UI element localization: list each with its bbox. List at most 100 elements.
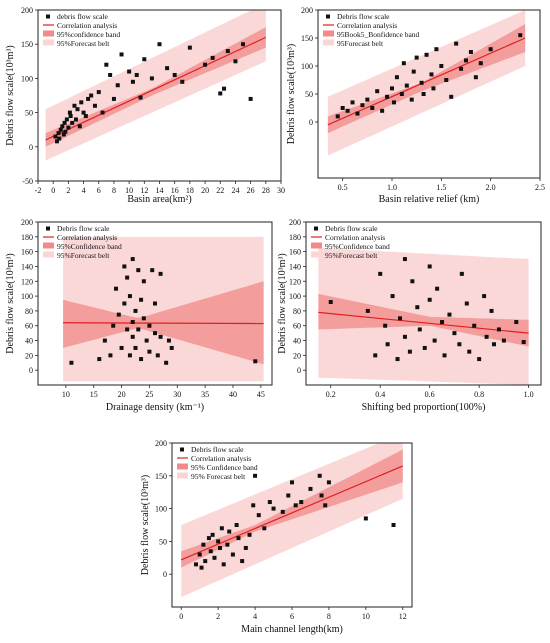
data-point [208, 549, 213, 554]
data-point [501, 338, 506, 343]
data-point [68, 114, 73, 119]
data-point [335, 114, 340, 119]
x-tick-label: 12 [399, 612, 407, 621]
data-point [234, 523, 239, 527]
data-point [89, 93, 94, 98]
data-point [180, 79, 185, 84]
data-point [139, 297, 144, 302]
y-tick-label: 160 [21, 248, 33, 257]
y-tick-label: 180 [289, 233, 301, 242]
data-point [299, 500, 304, 505]
data-point [157, 42, 162, 47]
data-point [402, 257, 407, 262]
x-tick-label: 8 [327, 612, 331, 621]
y-tick-label: 0 [29, 143, 33, 152]
x-tick-label: 24 [231, 186, 239, 195]
y-axis-label: Debris flow scale(10³m³) [5, 45, 16, 145]
x-axis-label: Basin relative relief (km) [379, 194, 480, 205]
data-point [355, 111, 360, 116]
data-point [459, 271, 464, 276]
data-point [212, 555, 217, 560]
data-point [141, 279, 146, 284]
legend-marker-forecast [323, 39, 334, 46]
y-tick-label: 50 [25, 109, 33, 118]
data-point [373, 353, 378, 358]
legend-marker-forecast [43, 39, 54, 46]
legend-marker-points [326, 14, 330, 19]
data-point [363, 516, 368, 521]
y-tick-label: 0 [309, 118, 313, 127]
data-point [227, 529, 232, 534]
data-point [230, 552, 235, 557]
data-point [169, 345, 174, 350]
y-tick-label: 60 [25, 322, 33, 331]
data-point [147, 349, 152, 354]
legend-marker-confidence [43, 242, 54, 249]
legend-entry: 95%Forecast belt [57, 251, 110, 260]
data-point [73, 117, 78, 122]
data-point [280, 509, 285, 514]
y-tick-label: 200 [289, 218, 301, 227]
data-point [496, 327, 501, 332]
data-point [153, 301, 157, 306]
legend-marker-confidence [323, 30, 334, 37]
data-point [119, 52, 124, 57]
data-point [111, 323, 116, 328]
data-point [253, 473, 258, 478]
data-point [241, 42, 246, 47]
x-tick-label: 0.5 [338, 183, 348, 192]
data-point [391, 100, 396, 105]
y-tick-label: 200 [155, 439, 167, 448]
x-tick-label: 4 [253, 612, 257, 621]
data-point [421, 92, 426, 96]
data-point [122, 264, 127, 269]
x-axis-label: Drainage density (km⁻¹) [106, 402, 204, 413]
legend-entry: Correlation analysis [57, 233, 117, 242]
data-point [482, 294, 487, 299]
x-tick-label: 1.5 [436, 183, 446, 192]
data-point [434, 47, 439, 52]
data-point [488, 47, 493, 52]
x-tick-label: 15 [90, 390, 98, 399]
data-point [194, 562, 198, 567]
data-point [127, 353, 132, 358]
data-point [216, 539, 221, 544]
legend-entry: 95Forecast belt [337, 39, 384, 48]
y-tick-label: 200 [301, 6, 313, 15]
fit-line [327, 37, 526, 126]
data-point [158, 271, 163, 276]
y-tick-label: 80 [293, 307, 301, 316]
x-tick-label: 0 [179, 612, 183, 621]
y-tick-label: -50 [22, 177, 33, 186]
data-point [127, 294, 132, 299]
data-point [86, 96, 91, 101]
data-point [407, 349, 412, 354]
data-point [484, 334, 489, 339]
y-axis-label: Debris flow scale(10³m³) [277, 253, 288, 353]
data-point [472, 323, 477, 328]
data-point [323, 503, 328, 508]
x-tick-label: 22 [216, 186, 224, 195]
data-point [75, 107, 80, 112]
x-tick-label: 30 [277, 186, 285, 195]
data-point [240, 559, 245, 564]
data-point [431, 86, 436, 91]
data-point [136, 268, 141, 273]
data-point [319, 493, 324, 498]
y-tick-label: 100 [155, 505, 167, 514]
data-point [141, 316, 146, 321]
legend-marker-forecast [177, 472, 188, 479]
data-point [130, 79, 135, 84]
legend-entry: 95%Confidence band [325, 242, 390, 251]
plot-area [180, 443, 404, 598]
data-point [81, 110, 86, 115]
data-point [317, 473, 322, 478]
data-point [210, 55, 215, 60]
data-point [370, 106, 375, 110]
x-tick-label: 0 [51, 186, 55, 195]
data-point [130, 320, 135, 325]
y-tick-label: 120 [21, 277, 33, 286]
y-tick-label: 20 [293, 351, 301, 360]
